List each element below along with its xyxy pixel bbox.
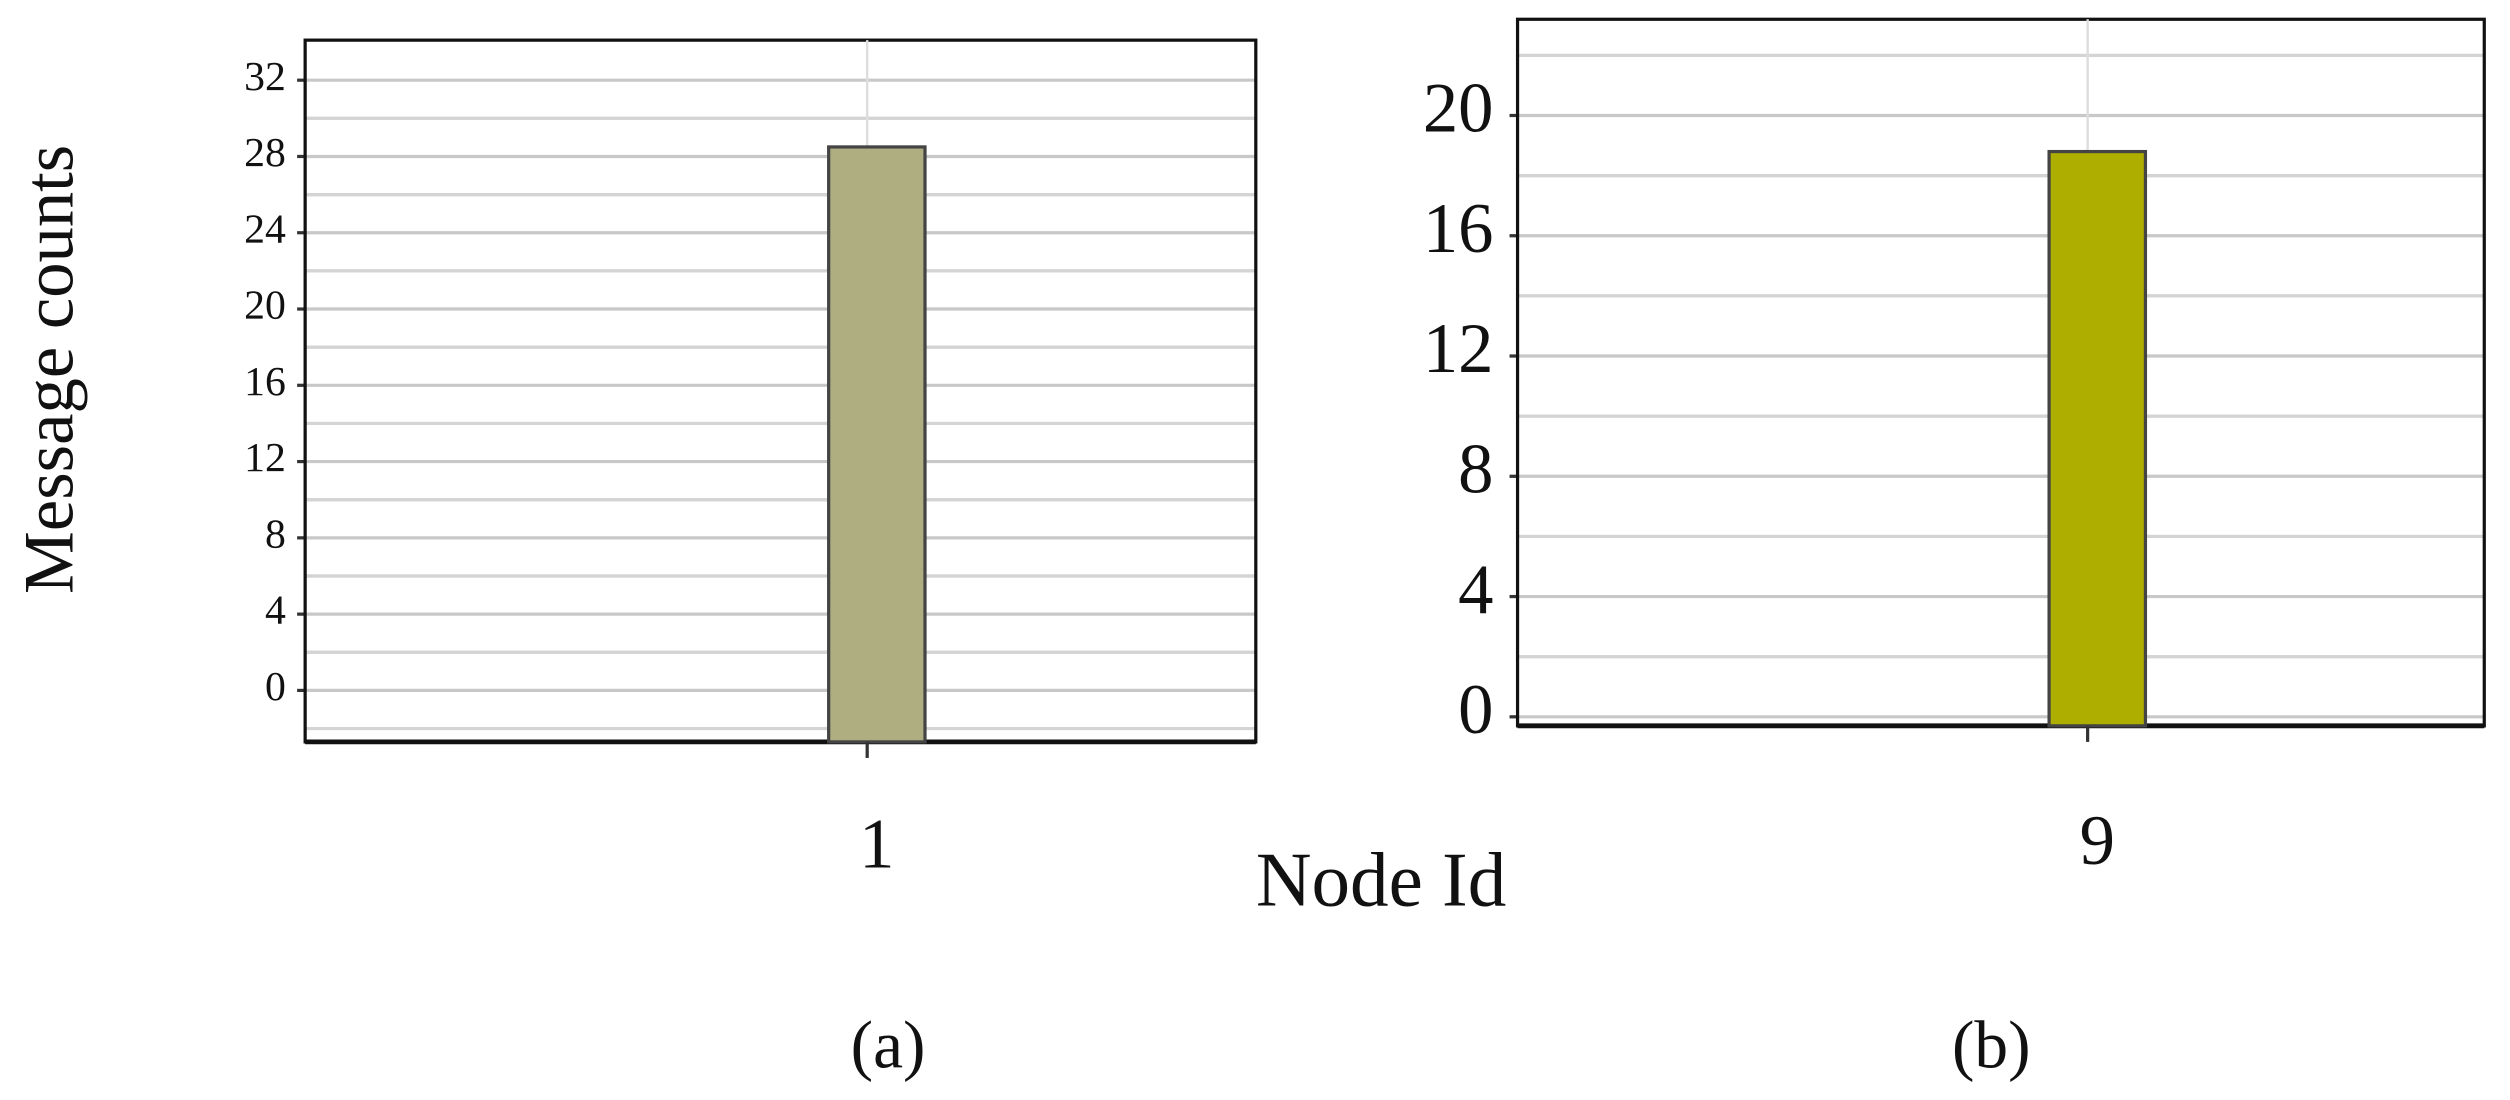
caption: (a) <box>851 1007 926 1082</box>
plot-frame <box>1515 17 2486 728</box>
y-tick-label: 20 <box>1423 70 1494 148</box>
y-tick-label: 0 <box>1458 671 1493 749</box>
y-tick-label: 4 <box>265 588 286 634</box>
x-axis-label: Node Id <box>1256 837 1506 923</box>
y-tick-label: 16 <box>1423 190 1494 268</box>
y-tick-label: 24 <box>244 206 286 252</box>
y-tick-label: 8 <box>265 511 286 557</box>
y-tick-label: 0 <box>265 664 286 710</box>
y-tick-label: 32 <box>244 54 286 100</box>
y-tick-label: 4 <box>1458 551 1493 629</box>
bar <box>827 145 927 744</box>
y-tick-label: 28 <box>244 130 286 176</box>
y-axis-label: Message counts <box>10 145 88 594</box>
plot-frame <box>303 38 1258 744</box>
y-tick-label: 8 <box>1458 431 1493 509</box>
y-tick-label: 20 <box>244 283 286 329</box>
y-tick-label: 12 <box>244 435 286 481</box>
x-tick-label: 9 <box>2080 802 2115 880</box>
bar <box>2047 149 2148 728</box>
caption: (b) <box>1952 1007 2031 1082</box>
x-tick-label: 1 <box>859 805 894 883</box>
y-tick-label: 16 <box>244 359 286 405</box>
y-tick-label: 12 <box>1423 310 1494 388</box>
